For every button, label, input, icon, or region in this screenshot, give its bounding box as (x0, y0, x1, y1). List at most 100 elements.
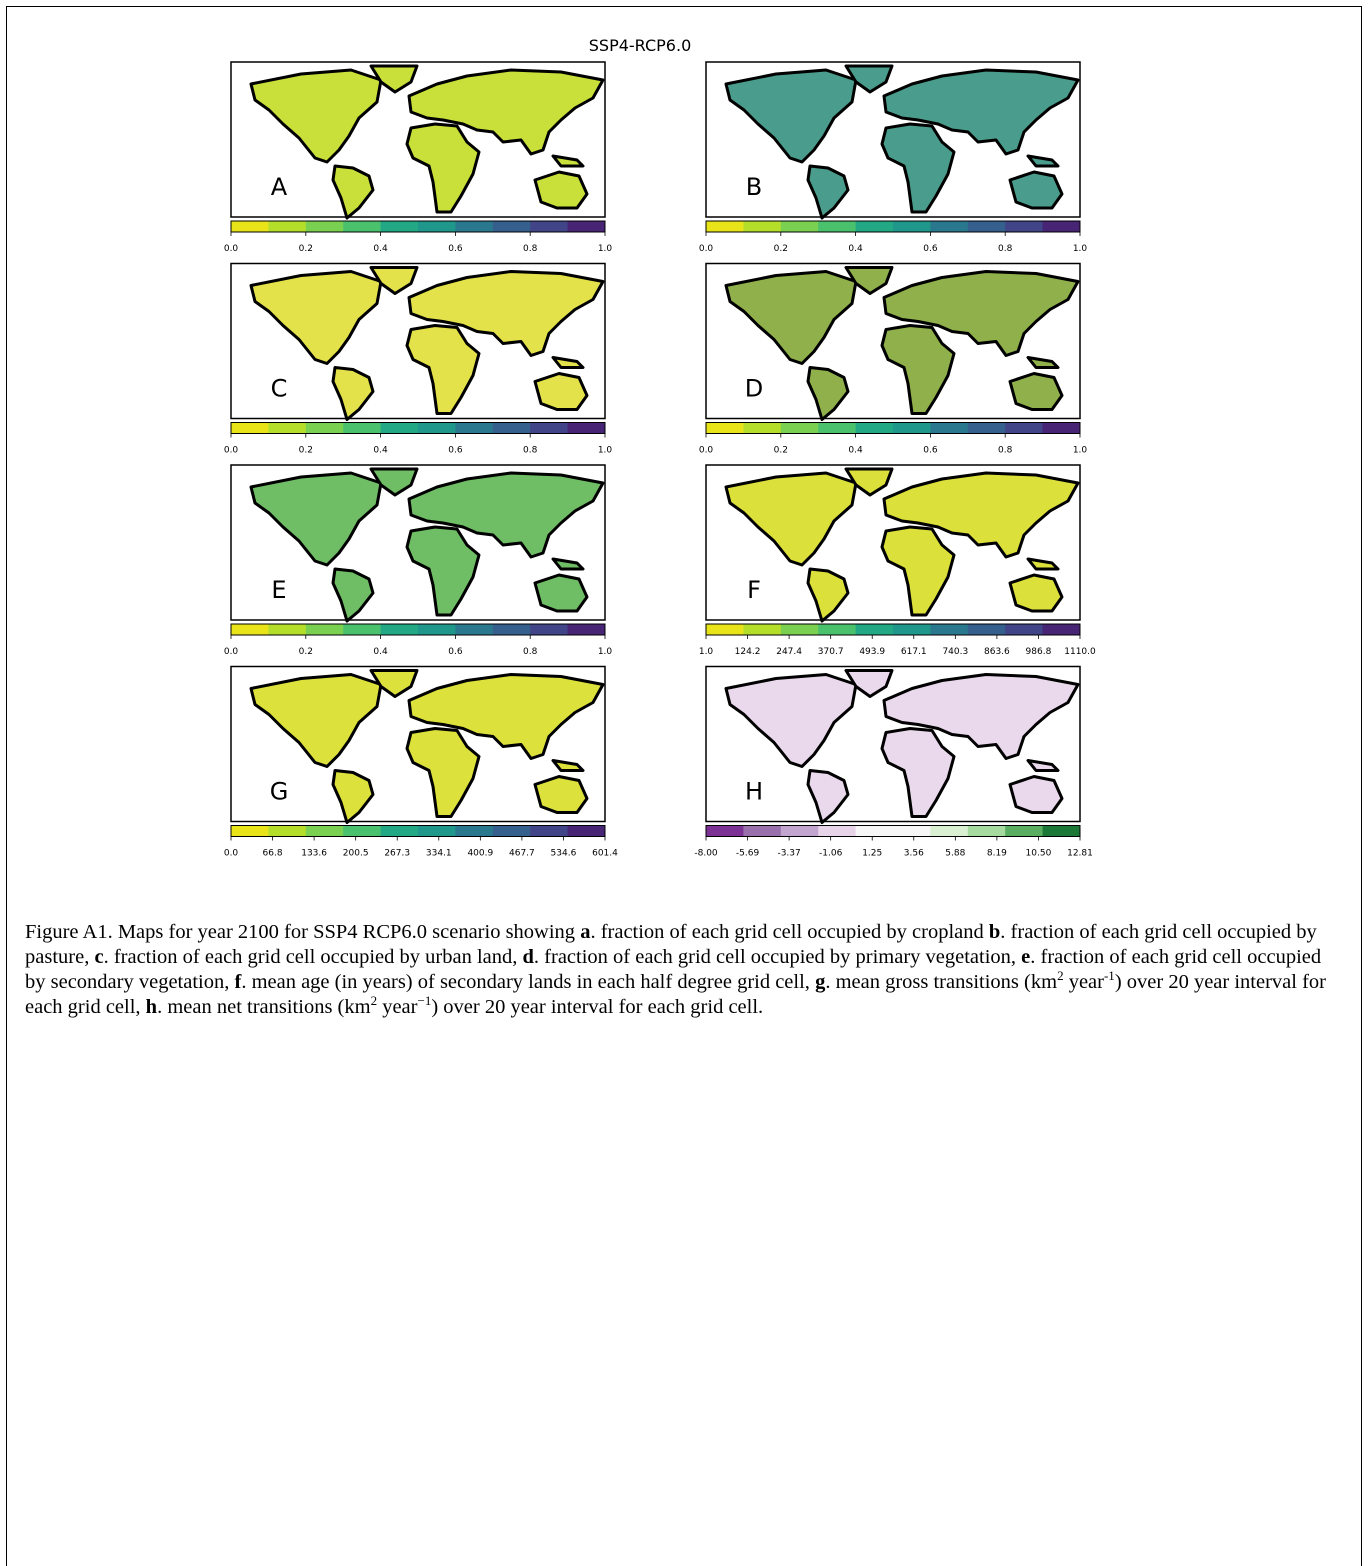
colorbar-tick-label: 0.2 (299, 446, 313, 456)
colorbar-segment (268, 423, 306, 434)
colorbar-tick-label: 0.4 (373, 446, 388, 456)
colorbar-segment (493, 221, 531, 232)
colorbar-segment (781, 221, 819, 232)
colorbar-tick-label: 1.0 (699, 647, 714, 657)
caption-normal: year (377, 996, 417, 1018)
colorbar-segment (530, 221, 568, 232)
colorbar-segment (1043, 423, 1081, 434)
colorbar-segment (743, 221, 781, 232)
caption-normal: year (1064, 971, 1104, 993)
colorbar-tick-label: 267.3 (384, 849, 410, 859)
map-panel: B0.00.20.40.60.81.0 (699, 62, 1088, 254)
colorbar-tick-label: 0.0 (224, 849, 239, 859)
map-panel: A0.00.20.40.60.81.0 (224, 62, 613, 254)
colorbar-segment (268, 624, 306, 635)
colorbar-tick-label: 1.0 (598, 446, 613, 456)
colorbar-segment (1005, 624, 1043, 635)
colorbar-tick-label: -5.69 (736, 849, 760, 859)
colorbar-segment (818, 624, 856, 635)
caption-bold: c (94, 946, 103, 968)
colorbar-segment (930, 423, 968, 434)
colorbar-tick-label: 0.0 (699, 244, 714, 254)
colorbar-segment (268, 826, 306, 837)
colorbar-tick-label: 0.8 (998, 446, 1013, 456)
colorbar-segment (968, 423, 1006, 434)
colorbar-segment (381, 221, 419, 232)
panel-label: E (271, 576, 286, 604)
caption-bold: a (580, 921, 590, 943)
caption-normal: . fraction of each grid cell occupied by… (104, 946, 523, 968)
colorbar-segment (568, 826, 606, 837)
colorbar-segment (231, 624, 269, 635)
colorbar-tick-label: 0.0 (224, 647, 239, 657)
colorbar-tick-label: 0.8 (523, 446, 538, 456)
caption-normal: . mean age (in years) of secondary lands… (241, 971, 815, 993)
colorbar-segment (268, 221, 306, 232)
colorbar-segment (381, 624, 419, 635)
colorbar-segment (455, 624, 493, 635)
colorbar-tick-label: 0.4 (373, 244, 388, 254)
colorbar-tick-label: 400.9 (467, 849, 493, 859)
colorbar-tick-label: 10.50 (1026, 849, 1052, 859)
colorbar-tick-label: 0.2 (774, 244, 788, 254)
caption-sup: −1 (417, 993, 431, 1008)
colorbar-tick-label: 200.5 (343, 849, 369, 859)
colorbar-segment (343, 624, 381, 635)
panel-label: B (746, 173, 762, 201)
colorbar-segment (568, 624, 606, 635)
colorbar-tick-label: 124.2 (735, 647, 761, 657)
colorbar-segment (455, 221, 493, 232)
caption-sup: -1 (1104, 968, 1115, 983)
colorbar-segment (1043, 826, 1081, 837)
colorbar-segment (493, 624, 531, 635)
colorbar-tick-label: 0.8 (998, 244, 1013, 254)
caption-normal: . mean net transitions (km (157, 996, 371, 1018)
colorbar-segment (455, 423, 493, 434)
colorbar-segment (418, 423, 456, 434)
colorbar-segment (781, 423, 819, 434)
colorbar-tick-label: 863.6 (984, 647, 1010, 657)
caption-bold: g (815, 971, 825, 993)
colorbar-tick-label: 334.1 (426, 849, 452, 859)
colorbar-tick-label: 0.6 (448, 446, 463, 456)
colorbar-segment (743, 826, 781, 837)
colorbar-segment (743, 624, 781, 635)
panel-label: C (271, 375, 288, 403)
page: {"figure": {"title": "SSP4-RCP6.0", "pan… (0, 0, 1369, 1562)
panel-label: G (270, 778, 289, 806)
colorbar-tick-label: 0.2 (299, 647, 313, 657)
colorbar-segment (455, 826, 493, 837)
colorbar-tick-label: 986.8 (1026, 647, 1052, 657)
colorbar-tick-label: 1.25 (862, 849, 882, 859)
colorbar-segment (1043, 624, 1081, 635)
colorbar-tick-label: 534.6 (551, 849, 577, 859)
colorbar-segment (568, 423, 606, 434)
colorbar-tick-label: 0.0 (224, 244, 239, 254)
colorbar-tick-label: -1.06 (819, 849, 843, 859)
colorbar-segment (893, 826, 931, 837)
panel-label: H (745, 778, 763, 806)
colorbar-segment (530, 624, 568, 635)
colorbar-segment (781, 826, 819, 837)
colorbar-tick-label: 601.4 (592, 849, 618, 859)
colorbar-segment (893, 423, 931, 434)
colorbar-tick-label: 5.88 (945, 849, 965, 859)
colorbar-segment (930, 826, 968, 837)
colorbar-segment (818, 423, 856, 434)
colorbar-tick-label: 0.2 (299, 244, 313, 254)
colorbar-tick-label: 1.0 (1073, 244, 1088, 254)
colorbar-tick-label: 66.8 (263, 849, 283, 859)
colorbar-segment (381, 423, 419, 434)
colorbar-segment (706, 624, 744, 635)
colorbar-segment (930, 221, 968, 232)
colorbar-segment (343, 423, 381, 434)
colorbar-tick-label: 0.4 (848, 244, 863, 254)
colorbar-segment (893, 624, 931, 635)
caption-bold: b (989, 921, 1000, 943)
panel-label: A (271, 173, 288, 201)
colorbar-segment (418, 221, 456, 232)
map-panel: C0.00.20.40.60.81.0 (224, 264, 613, 456)
colorbar-segment (343, 221, 381, 232)
colorbar-segment (306, 221, 344, 232)
